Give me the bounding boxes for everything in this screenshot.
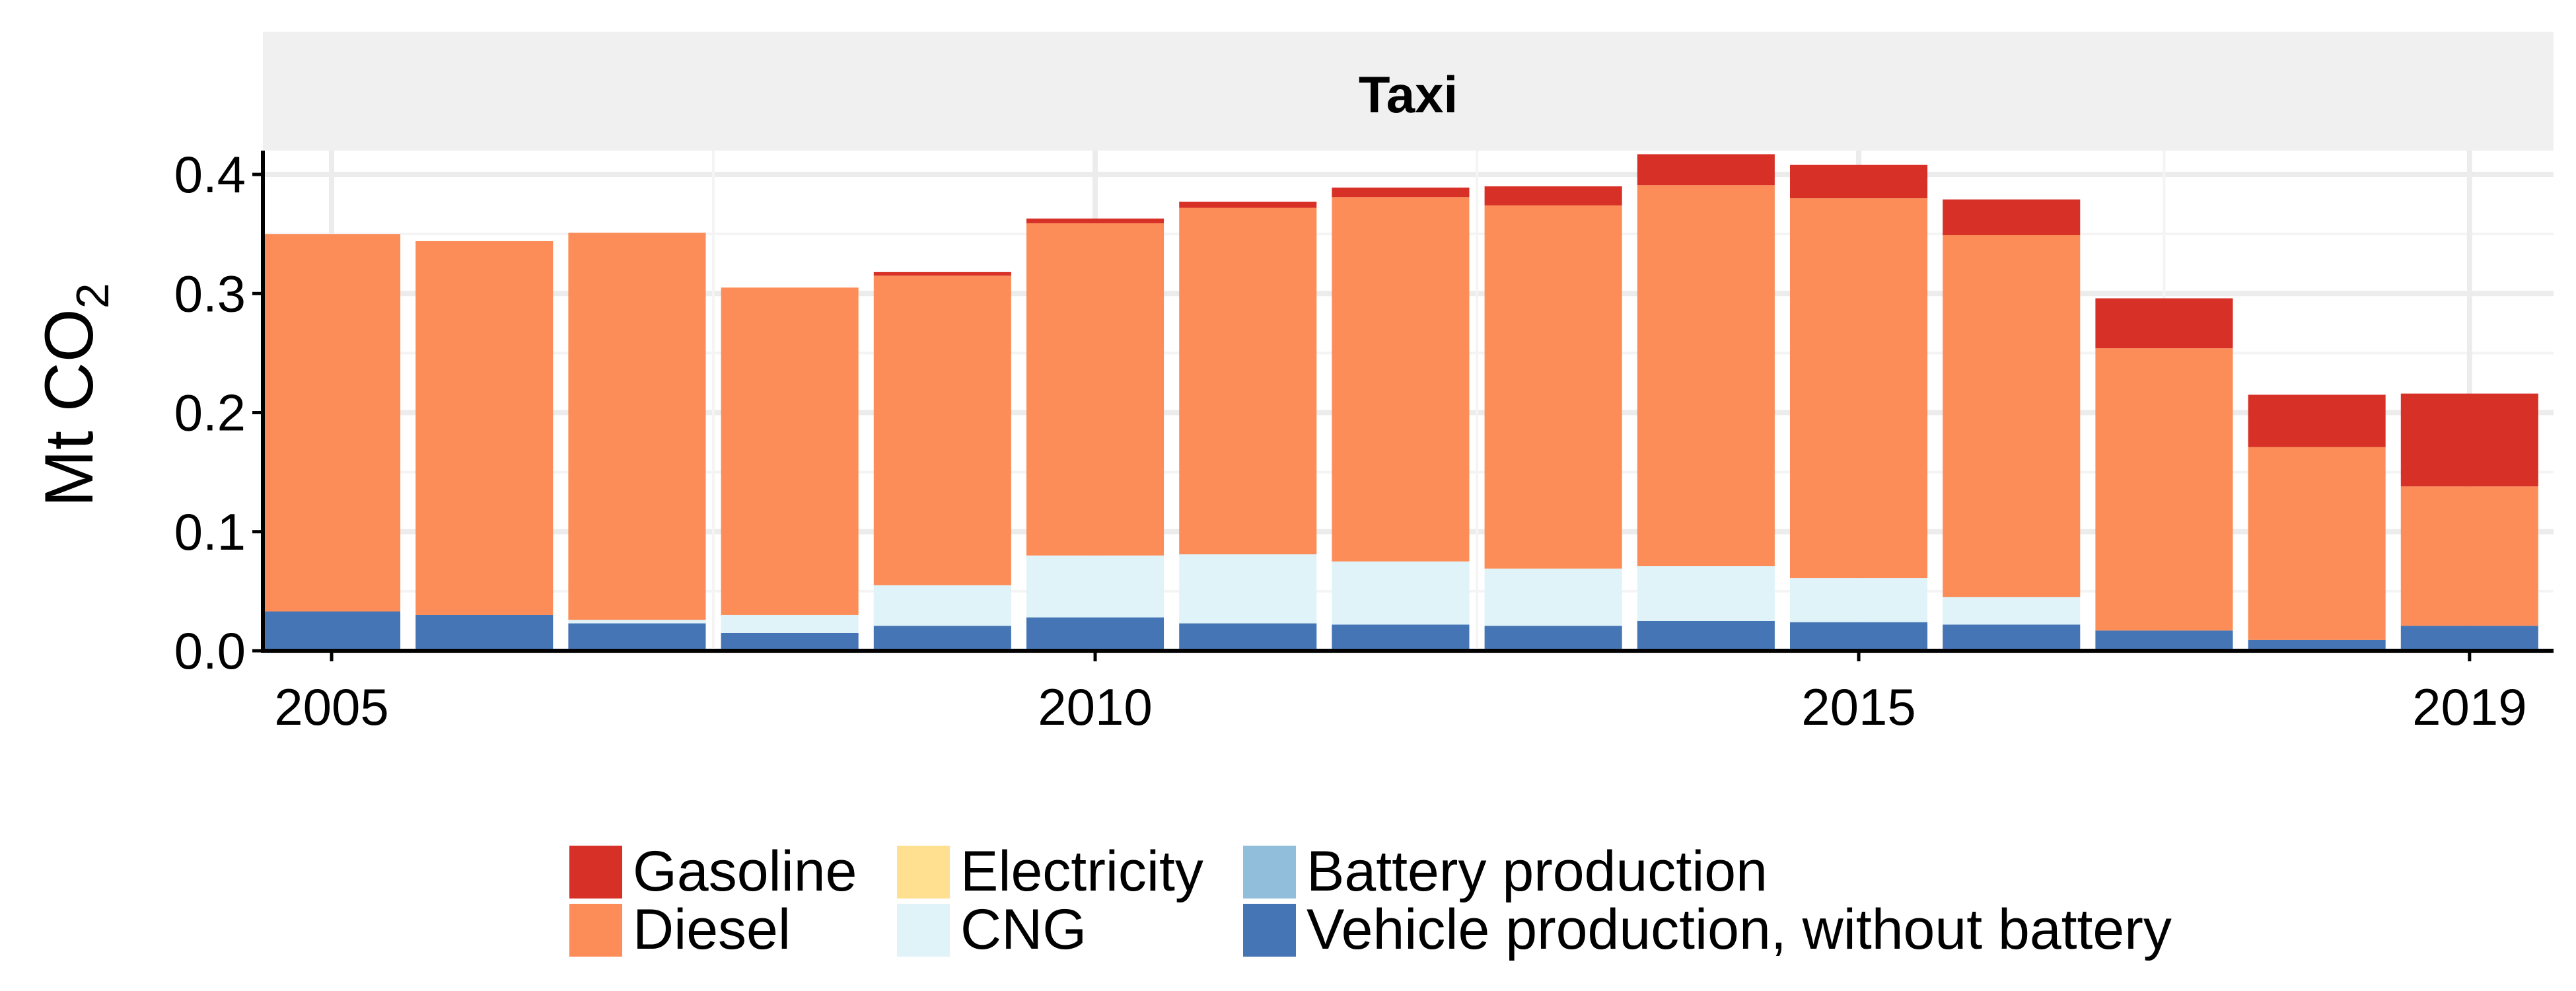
bar-segment-vehicle-production-without-battery-2006 [415,614,554,651]
bar-segment-diesel-2006 [415,240,554,615]
y-tick-label: 0.0 [174,622,246,680]
bar-segment-diesel-2008 [721,287,859,615]
bar-segment-diesel-2007 [568,233,706,620]
bar-segment-vehicle-production-without-battery-2010 [1026,617,1164,651]
y-axis-title-main: Mt CO [31,309,108,507]
legend-label-battery-production: Battery production [1306,840,1768,903]
bar-segment-cng-2010 [1026,555,1164,618]
bar-segment-gasoline-2019 [2400,393,2538,487]
bar-segment-vehicle-production-without-battery-2008 [721,632,859,651]
bar-segment-gasoline-2011 [1179,202,1317,208]
bar-segment-diesel-2018 [2248,447,2386,640]
bar-segment-gasoline-2009 [873,272,1011,276]
bar-segment-diesel-2011 [1179,207,1317,555]
bar-segment-gasoline-2014 [1637,154,1775,186]
bar-segment-diesel-2017 [2095,348,2233,631]
legend-key-cng [897,904,950,957]
x-tick-label: 2015 [1801,678,1916,736]
bar-segment-gasoline-2015 [1790,165,1928,199]
bar-segment-vehicle-production-without-battery-2017 [2095,630,2233,651]
bar-segment-cng-2009 [873,585,1011,626]
bar-segment-diesel-2015 [1790,198,1928,579]
bar-segment-cng-2011 [1179,554,1317,624]
y-tick-label: 0.4 [174,145,246,203]
bar-segment-diesel-2016 [1943,235,2081,597]
legend-key-battery-production [1243,846,1296,899]
bar-segment-diesel-2019 [2400,486,2538,626]
facet-title: Taxi [1359,65,1458,124]
bar-segment-cng-2008 [721,614,859,633]
bar-segment-cng-2012 [1332,561,1470,625]
bar-segment-cng-2014 [1637,566,1775,621]
bar-segment-cng-2007 [568,620,706,624]
bar-segment-cng-2015 [1790,578,1928,622]
bar-segment-vehicle-production-without-battery-2013 [1484,626,1622,651]
bar-segment-vehicle-production-without-battery-2016 [1943,624,2081,651]
bar-segment-vehicle-production-without-battery-2005 [263,611,401,651]
facet-strip [263,32,2554,151]
x-tick-label: 2005 [274,678,389,736]
bar-segment-diesel-2013 [1484,205,1622,569]
axes: 0.0 0.1 0.2 0.3 0.4 2005 2010 2015 2019 [174,145,2554,736]
y-axis-title-subscript: 2 [67,283,118,309]
x-tick-label: 2010 [1038,678,1153,736]
bar-segment-diesel-2005 [263,234,401,612]
bar-segment-vehicle-production-without-battery-2014 [1637,620,1775,651]
bar-segment-diesel-2012 [1332,197,1470,562]
bar-segment-gasoline-2010 [1026,218,1164,223]
bar-segment-diesel-2009 [873,275,1011,585]
legend-key-electricity [897,846,950,899]
legend-key-gasoline [569,846,622,899]
y-tick-label: 0.2 [174,384,246,442]
bar-segment-diesel-2010 [1026,223,1164,556]
bar-segment-vehicle-production-without-battery-2019 [2400,626,2538,651]
bar-segment-gasoline-2013 [1484,186,1622,205]
bar-segment-gasoline-2012 [1332,187,1470,198]
legend-label-gasoline: Gasoline [633,840,857,903]
x-tick-label: 2019 [2412,678,2527,736]
y-axis-title: Mt CO2 [31,283,118,507]
legend-key-diesel [569,904,622,957]
bar-segment-gasoline-2018 [2248,394,2386,447]
bar-segment-vehicle-production-without-battery-2015 [1790,622,1928,651]
legend-label-cng: CNG [960,898,1087,961]
bar-segment-vehicle-production-without-battery-2018 [2248,640,2386,651]
bar-segment-vehicle-production-without-battery-2012 [1332,624,1470,651]
bar-segment-gasoline-2017 [2095,298,2233,349]
bar-segment-vehicle-production-without-battery-2007 [568,623,706,651]
legend-key-vehicle-production-without-battery [1243,904,1296,957]
y-tick-label: 0.3 [174,264,246,322]
bar-segment-cng-2016 [1943,597,2081,625]
legend-label-diesel: Diesel [633,898,791,961]
legend-label-electricity: Electricity [960,840,1203,903]
bar-segment-vehicle-production-without-battery-2009 [873,626,1011,651]
bar-segment-diesel-2014 [1637,185,1775,567]
bar-segment-gasoline-2016 [1943,199,2081,235]
bar-segment-cng-2013 [1484,568,1622,626]
y-tick-label: 0.1 [174,503,246,561]
bar-segment-vehicle-production-without-battery-2011 [1179,623,1317,651]
bars [263,154,2538,651]
legend-label-vehicle-production-without-battery: Vehicle production, without battery [1306,898,2172,961]
